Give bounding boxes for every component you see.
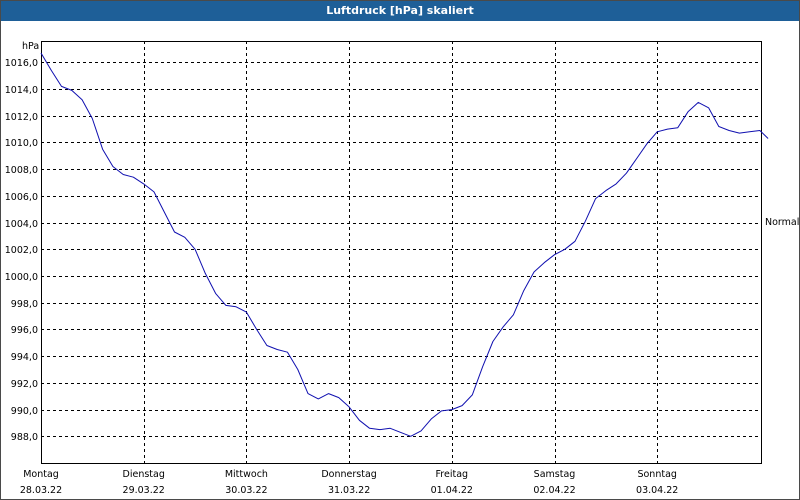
y-tick-label: 988,0 bbox=[11, 432, 38, 443]
y-tick-label: 1008,0 bbox=[5, 165, 38, 176]
x-tick-day-label: Sonntag bbox=[637, 469, 676, 480]
chart-title: Luftdruck [hPa] skaliert bbox=[1, 1, 799, 21]
y-tick-label: 994,0 bbox=[11, 352, 38, 363]
plot-area bbox=[41, 41, 762, 464]
x-tick-day-label: Freitag bbox=[436, 469, 469, 480]
y-tick-label: 1002,0 bbox=[5, 245, 38, 256]
x-tick-day-label: Samstag bbox=[534, 469, 576, 480]
x-tick-day-label: Montag bbox=[23, 469, 59, 480]
x-axis: Montag 28.03.22 Dienstag 29.03.22 Mittwoch 30… bbox=[20, 469, 679, 496]
x-tick-day-label: Mittwoch bbox=[225, 469, 268, 480]
y-tick-label: 1012,0 bbox=[5, 112, 38, 123]
normal-annotation: Normal bbox=[765, 217, 799, 228]
y-axis: 988,0 990,0 992,0 994,0 996,0 998,0 1000,0 1002… bbox=[5, 58, 38, 443]
x-tick-date-label: 03.04.22 bbox=[636, 485, 678, 496]
x-tick-date-label: 01.04.22 bbox=[431, 485, 473, 496]
x-tick-day-label: Donnerstag bbox=[321, 469, 376, 480]
y-tick-label: 990,0 bbox=[11, 406, 38, 417]
x-tick-date-label: 02.04.22 bbox=[533, 485, 575, 496]
y-tick-label: 996,0 bbox=[11, 325, 38, 336]
y-tick-label: 1014,0 bbox=[5, 85, 38, 96]
grid bbox=[41, 41, 761, 463]
x-tick-day-label: Dienstag bbox=[123, 469, 165, 480]
y-tick-label: 1000,0 bbox=[5, 272, 38, 283]
series bbox=[40, 52, 769, 437]
x-tick-date-label: 28.03.22 bbox=[20, 485, 62, 496]
x-tick-date-label: 30.03.22 bbox=[225, 485, 267, 496]
x-tick-date-label: 31.03.22 bbox=[328, 485, 370, 496]
series-line bbox=[40, 52, 769, 437]
y-axis-unit-label: hPa bbox=[22, 41, 39, 52]
y-tick-label: 1006,0 bbox=[5, 192, 38, 203]
y-tick-label: 998,0 bbox=[11, 299, 38, 310]
y-tick-label: 1010,0 bbox=[5, 138, 38, 149]
y-tick-label: 1004,0 bbox=[5, 219, 38, 230]
x-tick-date-label: 29.03.22 bbox=[123, 485, 165, 496]
y-tick-label: 992,0 bbox=[11, 379, 38, 390]
y-tick-label: 1016,0 bbox=[5, 58, 38, 69]
